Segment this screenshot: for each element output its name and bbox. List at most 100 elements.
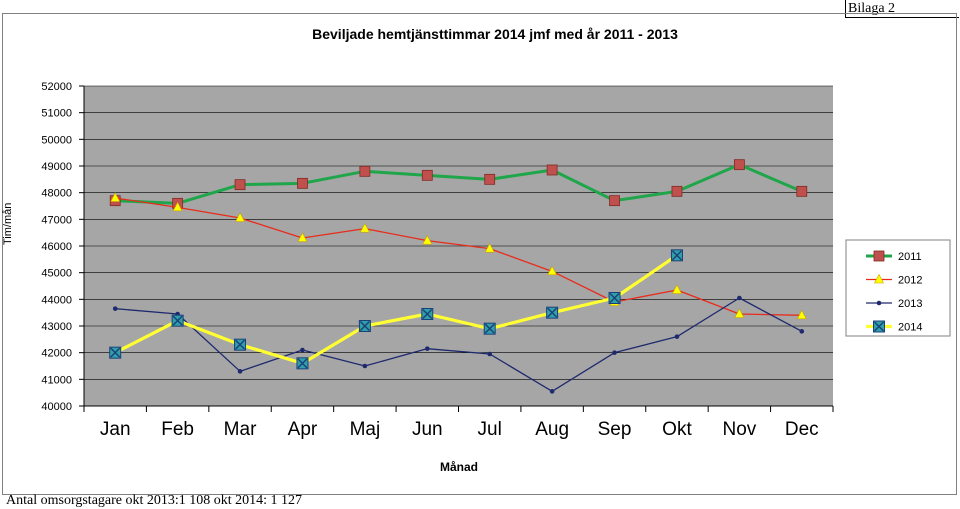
legend-label: 2014: [898, 322, 922, 334]
point-marker: [297, 232, 308, 242]
point-marker: [609, 195, 620, 207]
point-marker: [874, 273, 884, 284]
point-marker: [876, 300, 882, 306]
y-tick-label: 43000: [41, 321, 72, 333]
point-marker: [546, 164, 558, 176]
marker-cross: [671, 250, 682, 261]
footnote: Antal omsorgstagare okt 2013:1 108 okt 2…: [6, 493, 303, 508]
point-marker: [484, 243, 495, 253]
series-line: [115, 163, 803, 205]
point-marker: [300, 347, 305, 353]
axes: [83, 86, 834, 412]
marker-cross: [359, 321, 370, 331]
legend-label: 2011: [898, 251, 922, 263]
point-marker: [547, 265, 558, 276]
chart-frame: [2, 13, 957, 495]
y-tick-label: 50000: [41, 134, 72, 146]
point-marker: [234, 179, 246, 191]
y-tick-label: 44000: [41, 294, 72, 306]
legend-label: 2013: [898, 298, 922, 310]
series-2014: [109, 249, 683, 370]
point-marker: [172, 201, 183, 212]
series-line: [115, 297, 803, 392]
chart-title: Beviljade hemtjänsttimmar 2014 jmf med å…: [312, 26, 678, 42]
marker-cross: [110, 347, 121, 358]
point-marker: [670, 249, 683, 262]
point-marker: [234, 338, 247, 351]
point-marker: [487, 351, 493, 357]
x-tick-labels: Jan Feb Mar Apr Maj Jun Jul Aug Sep Okt Nov Dec: [100, 419, 819, 440]
marker-cross: [547, 307, 558, 318]
legend-box: [845, 239, 951, 337]
point-marker: [362, 363, 368, 369]
point-marker: [237, 369, 243, 374]
x-tick-label: Dec: [785, 419, 819, 440]
x-tick-label: Jun: [412, 419, 443, 440]
point-marker: [359, 223, 370, 233]
legend-label: 2012: [898, 275, 922, 287]
legend-entry: 2014: [866, 320, 922, 334]
point-marker: [484, 173, 496, 185]
x-axis-label: Månad: [439, 460, 478, 474]
point-marker: [546, 306, 559, 319]
y-tick-label: 47000: [41, 214, 72, 226]
x-tick-label: Aug: [535, 419, 569, 440]
series-2012: [110, 192, 807, 320]
series-2013: [112, 295, 805, 394]
point-marker: [671, 284, 682, 294]
point-marker: [674, 334, 680, 339]
legend-entry: 2011: [866, 250, 922, 263]
legend-entry: 2012: [866, 273, 922, 287]
y-tick-label: 40000: [41, 401, 72, 413]
point-marker: [422, 235, 433, 245]
y-tick-label: 48000: [41, 188, 72, 200]
point-marker: [733, 159, 745, 171]
y-tick-label: 41000: [41, 374, 72, 386]
point-marker: [799, 329, 805, 334]
x-tick-label: Sep: [598, 419, 632, 440]
attachment-label: Bilaga 2: [845, 0, 959, 18]
y-tick-label: 51000: [41, 108, 72, 120]
point-marker: [608, 292, 621, 304]
point-marker: [109, 346, 122, 359]
point-marker: [235, 212, 246, 222]
x-tick-label: Nov: [722, 419, 756, 440]
point-marker: [421, 308, 434, 320]
marker-cross: [609, 293, 620, 303]
x-tick-label: Mar: [224, 419, 257, 440]
marker-cross: [235, 339, 246, 350]
legend-entry: 2013: [866, 298, 922, 310]
point-marker: [359, 165, 371, 177]
series-group: [109, 159, 808, 394]
x-tick-label: Jul: [478, 419, 502, 440]
marker-cross: [172, 315, 183, 326]
x-tick-label: Maj: [350, 419, 381, 440]
marker-cross: [422, 309, 433, 319]
point-marker: [612, 350, 617, 355]
y-tick-labels: 40000 41000 42000 43000 44000 45000 46000 47000…: [41, 81, 72, 413]
point-marker: [424, 346, 430, 351]
marker-cross: [874, 321, 884, 332]
point-marker: [358, 320, 371, 332]
point-marker: [549, 389, 555, 394]
series-line: [114, 254, 678, 365]
point-marker: [297, 177, 308, 189]
legend: 2011 2012 2013 2014: [845, 239, 951, 337]
y-tick-label: 45000: [41, 268, 72, 280]
point-marker: [421, 169, 433, 181]
y-tick-label: 42000: [41, 348, 72, 360]
point-marker: [873, 250, 885, 262]
point-marker: [796, 185, 808, 197]
point-marker: [171, 314, 184, 327]
point-marker: [671, 185, 683, 197]
marker-cross: [297, 358, 308, 369]
point-marker: [110, 192, 121, 202]
point-marker: [737, 295, 742, 301]
series-2011: [109, 159, 808, 209]
point-marker: [796, 309, 807, 320]
x-tick-label: Apr: [288, 419, 318, 440]
y-tick-label: 52000: [41, 81, 72, 93]
point-marker: [483, 322, 496, 335]
y-tick-label: 46000: [41, 241, 72, 253]
